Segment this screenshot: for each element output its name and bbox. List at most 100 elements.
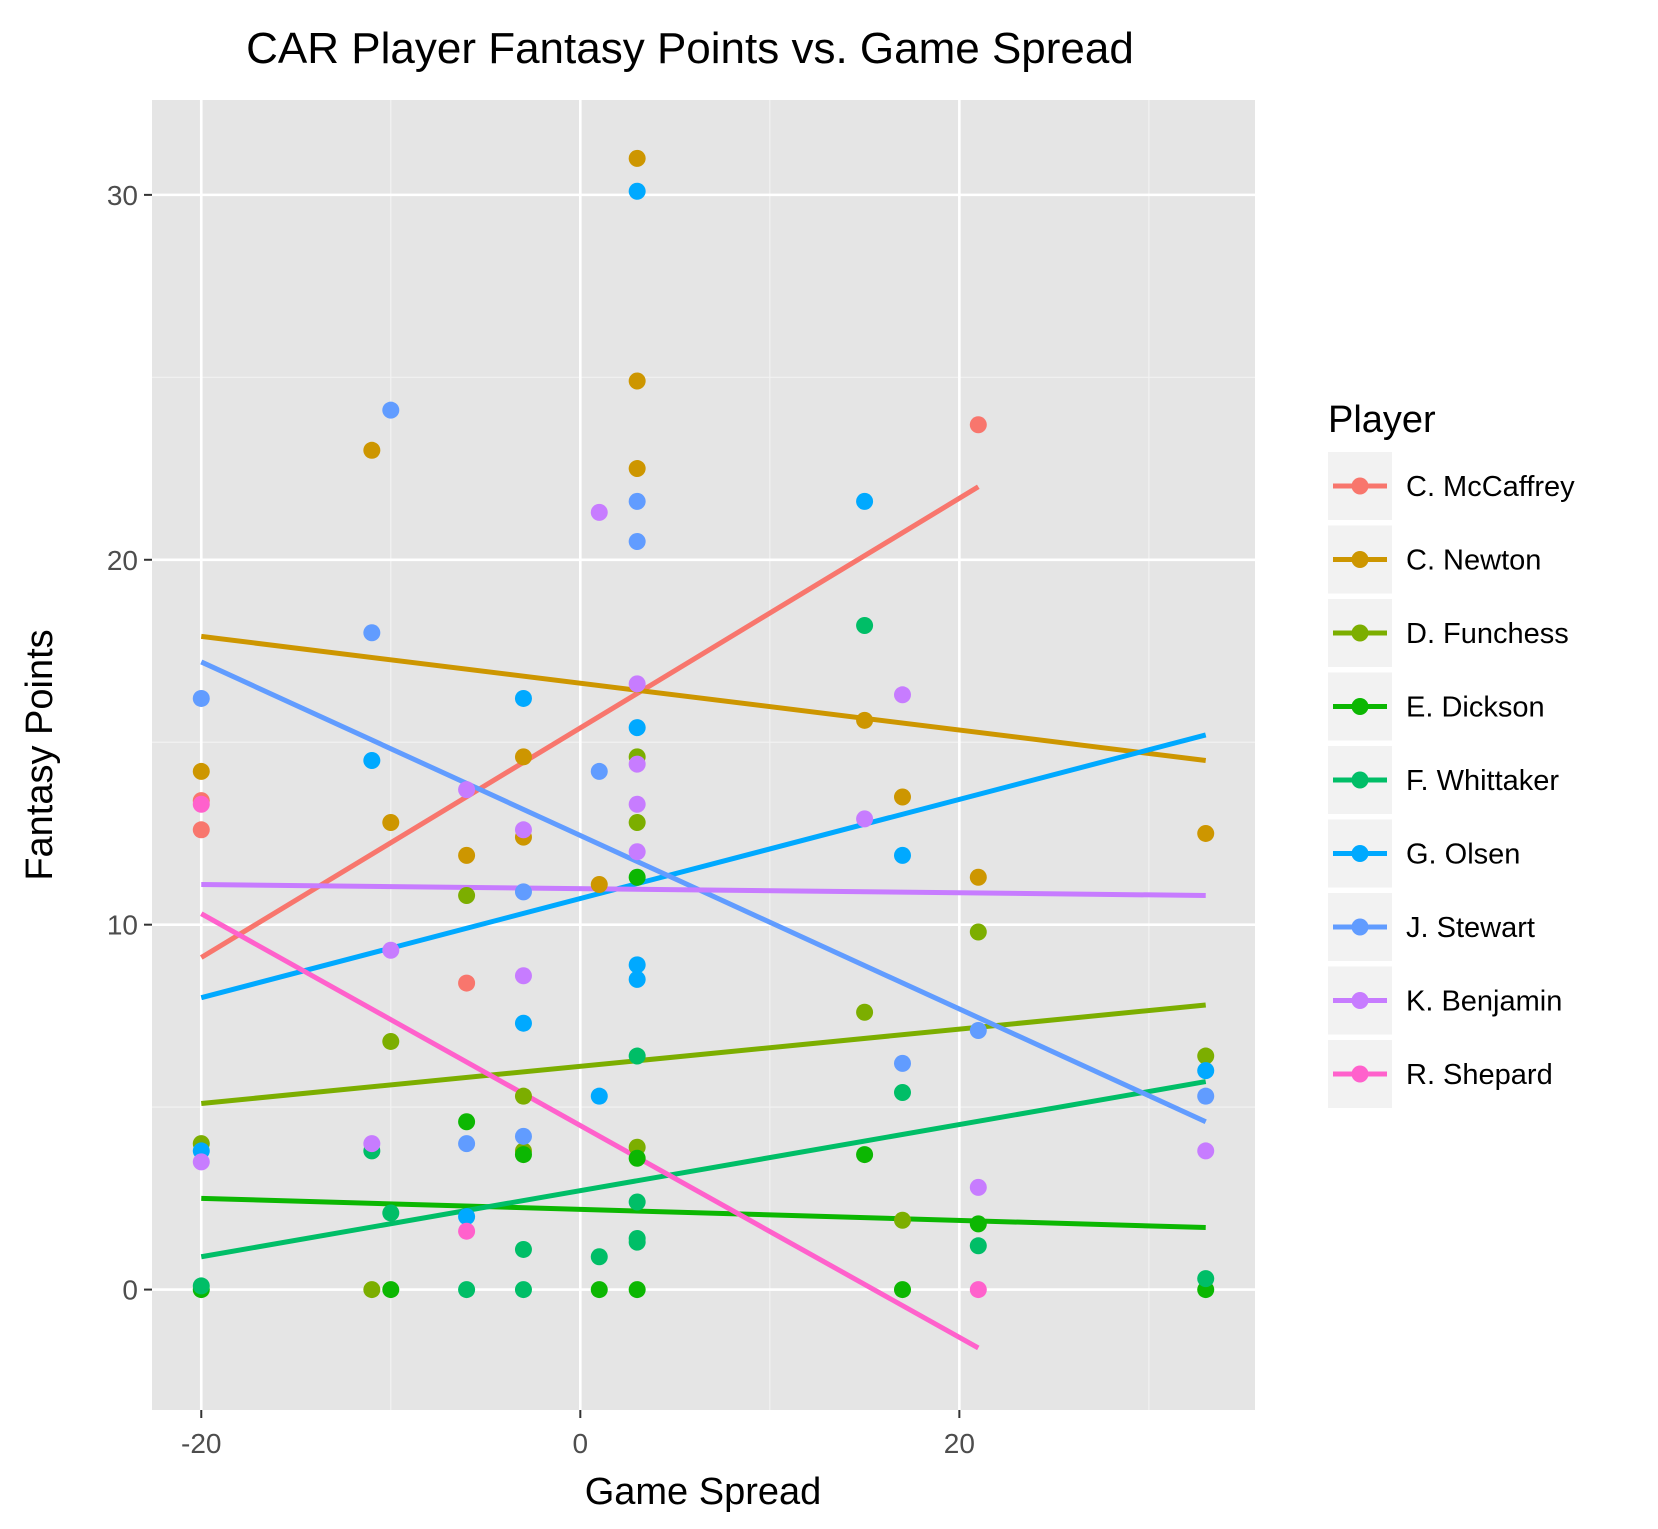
y-tick-label: 0	[122, 1275, 138, 1306]
legend-label-g-olsen: G. Olsen	[1406, 839, 1520, 871]
point-c-newton	[856, 711, 874, 729]
point-k-benjamin	[628, 755, 646, 773]
trend-line-d-funchess	[201, 1002, 1206, 1106]
point-j-stewart	[382, 401, 400, 419]
point-g-olsen	[856, 492, 874, 510]
point-d-funchess	[363, 1281, 381, 1299]
point-j-stewart	[363, 624, 381, 642]
point-g-olsen	[1197, 1062, 1215, 1080]
x-tick-label: 0	[573, 1428, 589, 1459]
legend-point-f-whittaker	[1351, 771, 1369, 789]
point-d-funchess	[458, 886, 476, 904]
point-e-dickson	[590, 1281, 608, 1299]
point-r-shepard	[192, 795, 210, 813]
point-j-stewart	[514, 883, 532, 901]
point-c-newton	[1197, 824, 1215, 842]
y-tick-label: 20	[107, 545, 138, 576]
point-k-benjamin	[458, 781, 476, 799]
point-d-funchess	[969, 923, 987, 941]
point-g-olsen	[514, 1014, 532, 1032]
point-c-newton	[590, 876, 608, 894]
point-g-olsen	[628, 719, 646, 737]
point-g-olsen	[893, 846, 911, 864]
point-c-newton	[363, 441, 381, 459]
data-points	[192, 149, 1215, 1299]
y-axis-title: Fantasy Points	[19, 629, 61, 880]
point-g-olsen	[628, 956, 646, 974]
point-k-benjamin	[363, 1135, 381, 1153]
point-f-whittaker	[1197, 1270, 1215, 1288]
point-e-dickson	[628, 1149, 646, 1167]
point-k-benjamin	[192, 1153, 210, 1171]
point-f-whittaker	[893, 1084, 911, 1102]
point-e-dickson	[969, 1215, 987, 1233]
legend-point-r-shepard	[1351, 1065, 1369, 1083]
y-axis: 0 10 20 30	[107, 180, 152, 1306]
point-d-funchess	[628, 814, 646, 832]
point-k-benjamin	[590, 503, 608, 521]
point-k-benjamin	[1197, 1142, 1215, 1160]
trend-lines	[199, 484, 1207, 1351]
point-j-stewart	[628, 533, 646, 551]
point-k-benjamin	[628, 795, 646, 813]
point-c-newton	[628, 372, 646, 390]
point-g-olsen	[458, 1208, 476, 1226]
x-axis: -20 0 20	[181, 1410, 975, 1459]
point-c-newton	[628, 460, 646, 478]
point-f-whittaker	[458, 1281, 476, 1299]
grid-major	[152, 100, 1255, 1410]
trend-line-r-shepard	[200, 911, 980, 1351]
point-e-dickson	[382, 1281, 400, 1299]
point-j-stewart	[458, 1135, 476, 1153]
trend-line-k-benjamin	[201, 882, 1206, 898]
point-f-whittaker	[628, 1047, 646, 1065]
point-k-benjamin	[514, 967, 532, 985]
point-f-whittaker	[192, 1277, 210, 1295]
point-c-newton	[514, 748, 532, 766]
point-c-mccaffrey	[969, 416, 987, 434]
point-c-newton	[192, 762, 210, 780]
point-c-newton	[969, 868, 987, 886]
point-f-whittaker	[514, 1281, 532, 1299]
point-f-whittaker	[628, 1233, 646, 1251]
point-e-dickson	[628, 868, 646, 886]
point-d-funchess	[1197, 1047, 1215, 1065]
point-c-newton	[628, 149, 646, 167]
point-k-benjamin	[969, 1178, 987, 1196]
point-c-newton	[382, 814, 400, 832]
point-f-whittaker	[628, 1193, 646, 1211]
point-r-shepard	[969, 1281, 987, 1299]
point-k-benjamin	[382, 941, 400, 959]
point-g-olsen	[514, 689, 532, 707]
legend: Player C. McCaffrey C. Newton D. Funchess E…	[1328, 399, 1575, 1108]
y-tick-label: 10	[107, 910, 138, 941]
trend-line-e-dickson	[201, 1195, 1206, 1231]
legend-point-k-benjamin	[1351, 992, 1369, 1009]
point-j-stewart	[590, 762, 608, 780]
point-f-whittaker	[969, 1237, 987, 1255]
legend-point-g-olsen	[1351, 845, 1369, 862]
x-tick-label: -20	[181, 1428, 221, 1459]
point-k-benjamin	[628, 675, 646, 693]
point-c-mccaffrey	[192, 821, 210, 839]
legend-label-f-whittaker: F. Whittaker	[1406, 765, 1559, 797]
legend-label-k-benjamin: K. Benjamin	[1406, 986, 1562, 1018]
legend-label-c-mccaffrey: C. McCaffrey	[1406, 471, 1575, 503]
point-g-olsen	[590, 1087, 608, 1105]
legend-point-j-stewart	[1351, 918, 1369, 936]
point-d-funchess	[382, 1032, 400, 1050]
point-f-whittaker	[856, 616, 874, 634]
legend-label-e-dickson: E. Dickson	[1406, 692, 1545, 724]
point-e-dickson	[628, 1281, 646, 1299]
legend-label-j-stewart: J. Stewart	[1406, 912, 1535, 944]
point-e-dickson	[458, 1113, 476, 1131]
point-g-olsen	[628, 182, 646, 200]
point-d-funchess	[856, 1003, 874, 1021]
point-g-olsen	[628, 970, 646, 988]
legend-title: Player	[1328, 399, 1436, 441]
point-r-shepard	[458, 1222, 476, 1240]
point-k-benjamin	[893, 686, 911, 704]
point-g-olsen	[363, 751, 381, 769]
trend-line-c-mccaffrey	[199, 484, 980, 960]
